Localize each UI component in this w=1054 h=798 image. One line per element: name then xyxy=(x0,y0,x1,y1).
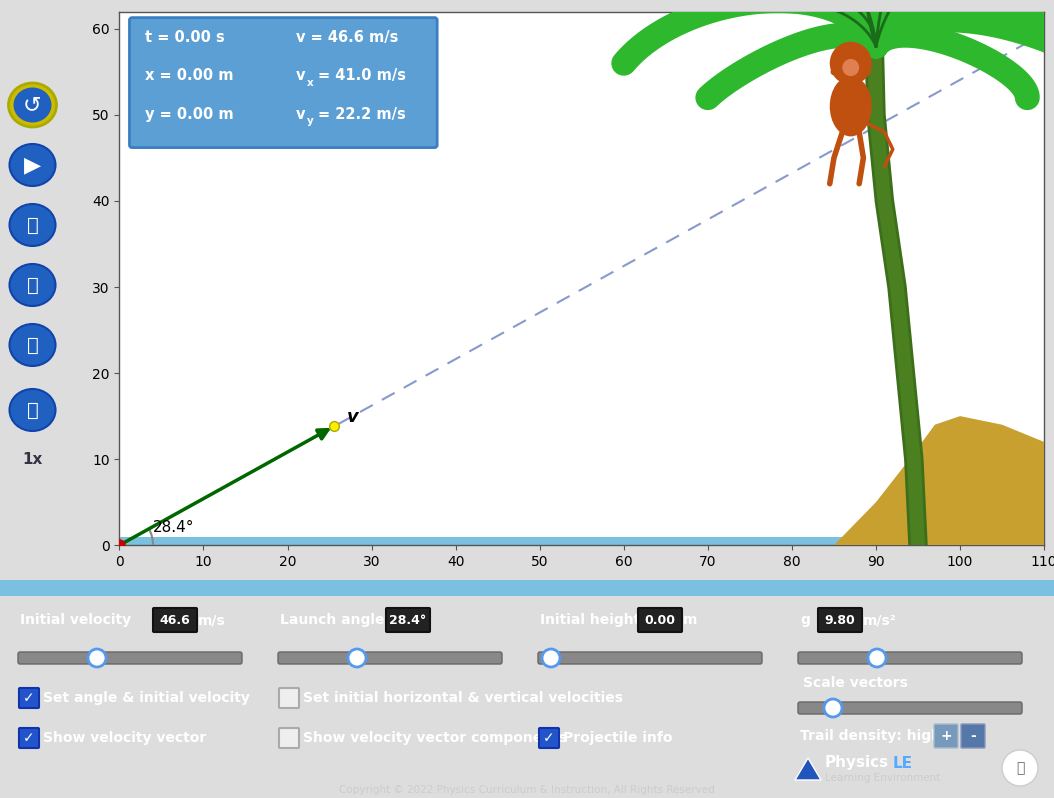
Text: v: v xyxy=(296,107,306,122)
Bar xyxy=(0,580,1054,596)
Ellipse shape xyxy=(14,88,52,123)
Text: ↺: ↺ xyxy=(23,95,42,115)
Text: x: x xyxy=(307,77,314,88)
FancyBboxPatch shape xyxy=(934,724,958,748)
Polygon shape xyxy=(795,758,821,780)
Text: Copyright © 2022 Physics Curriculum & Instruction, All Rights Reserved: Copyright © 2022 Physics Curriculum & In… xyxy=(339,785,715,795)
Text: -: - xyxy=(970,729,976,743)
Text: 28.4°: 28.4° xyxy=(153,520,195,535)
FancyBboxPatch shape xyxy=(279,688,299,708)
Circle shape xyxy=(542,649,560,667)
Circle shape xyxy=(87,649,106,667)
Text: y: y xyxy=(307,117,314,126)
Text: ⏭: ⏭ xyxy=(26,275,38,294)
Text: Launch angle: Launch angle xyxy=(280,613,385,627)
Ellipse shape xyxy=(9,204,56,246)
Ellipse shape xyxy=(842,59,859,76)
Ellipse shape xyxy=(8,83,57,127)
Text: Show velocity vector components: Show velocity vector components xyxy=(302,731,567,745)
Text: 0.00: 0.00 xyxy=(644,614,676,626)
Text: ▶: ▶ xyxy=(24,155,41,175)
Text: 1x: 1x xyxy=(22,452,43,468)
FancyBboxPatch shape xyxy=(19,688,39,708)
Text: ✓: ✓ xyxy=(543,731,554,745)
Text: v: v xyxy=(347,408,358,426)
Text: m/s: m/s xyxy=(198,613,226,627)
Text: y = 0.00 m: y = 0.00 m xyxy=(144,107,233,122)
Circle shape xyxy=(824,699,842,717)
Text: Scale vectors: Scale vectors xyxy=(802,676,907,690)
FancyBboxPatch shape xyxy=(638,608,682,632)
FancyBboxPatch shape xyxy=(18,652,242,664)
Text: m: m xyxy=(683,613,698,627)
FancyArrowPatch shape xyxy=(122,429,328,544)
Text: 28.4°: 28.4° xyxy=(389,614,427,626)
Circle shape xyxy=(1002,750,1038,786)
FancyBboxPatch shape xyxy=(279,728,299,748)
Polygon shape xyxy=(834,416,1045,545)
Ellipse shape xyxy=(9,389,56,431)
Text: ⏮: ⏮ xyxy=(26,335,38,354)
Text: v: v xyxy=(296,69,306,84)
Ellipse shape xyxy=(829,76,872,136)
Text: ⛶: ⛶ xyxy=(1016,761,1024,775)
Text: Learning Environment: Learning Environment xyxy=(825,773,940,783)
FancyBboxPatch shape xyxy=(818,608,862,632)
FancyBboxPatch shape xyxy=(538,652,762,664)
FancyBboxPatch shape xyxy=(539,728,559,748)
Text: +: + xyxy=(940,729,952,743)
Text: 9.80: 9.80 xyxy=(824,614,856,626)
Ellipse shape xyxy=(9,324,56,366)
Text: ✓: ✓ xyxy=(23,691,35,705)
Text: t = 0.00 s: t = 0.00 s xyxy=(144,30,225,45)
Text: 46.6: 46.6 xyxy=(159,614,191,626)
Bar xyxy=(119,545,1045,550)
FancyBboxPatch shape xyxy=(798,652,1022,664)
FancyBboxPatch shape xyxy=(961,724,985,748)
Text: Set initial horizontal & vertical velocities: Set initial horizontal & vertical veloci… xyxy=(302,691,623,705)
Circle shape xyxy=(868,649,886,667)
Text: ⏸: ⏸ xyxy=(26,215,38,235)
Text: = 41.0 m/s: = 41.0 m/s xyxy=(318,69,406,84)
Text: Initial height: Initial height xyxy=(540,613,640,627)
Text: Projectile info: Projectile info xyxy=(563,731,672,745)
Text: m/s²: m/s² xyxy=(863,613,897,627)
Text: Show velocity vector: Show velocity vector xyxy=(43,731,207,745)
FancyBboxPatch shape xyxy=(153,608,197,632)
Text: Initial velocity: Initial velocity xyxy=(20,613,131,627)
Text: ✓: ✓ xyxy=(23,731,35,745)
Circle shape xyxy=(829,41,872,85)
FancyBboxPatch shape xyxy=(386,608,430,632)
Text: Physics: Physics xyxy=(825,756,890,771)
Text: x = 0.00 m: x = 0.00 m xyxy=(144,69,233,84)
Text: Trail density: high: Trail density: high xyxy=(800,729,941,743)
Bar xyxy=(119,536,1045,554)
Ellipse shape xyxy=(9,144,56,186)
FancyBboxPatch shape xyxy=(278,652,502,664)
Text: ⏱: ⏱ xyxy=(26,401,38,420)
Circle shape xyxy=(348,649,366,667)
Text: v = 46.6 m/s: v = 46.6 m/s xyxy=(296,30,398,45)
Text: g: g xyxy=(800,613,809,627)
Ellipse shape xyxy=(9,264,56,306)
FancyBboxPatch shape xyxy=(19,728,39,748)
FancyBboxPatch shape xyxy=(798,702,1022,714)
Text: Set angle & initial velocity: Set angle & initial velocity xyxy=(43,691,250,705)
FancyBboxPatch shape xyxy=(130,18,437,148)
Text: = 22.2 m/s: = 22.2 m/s xyxy=(318,107,406,122)
Text: LE: LE xyxy=(893,756,913,771)
